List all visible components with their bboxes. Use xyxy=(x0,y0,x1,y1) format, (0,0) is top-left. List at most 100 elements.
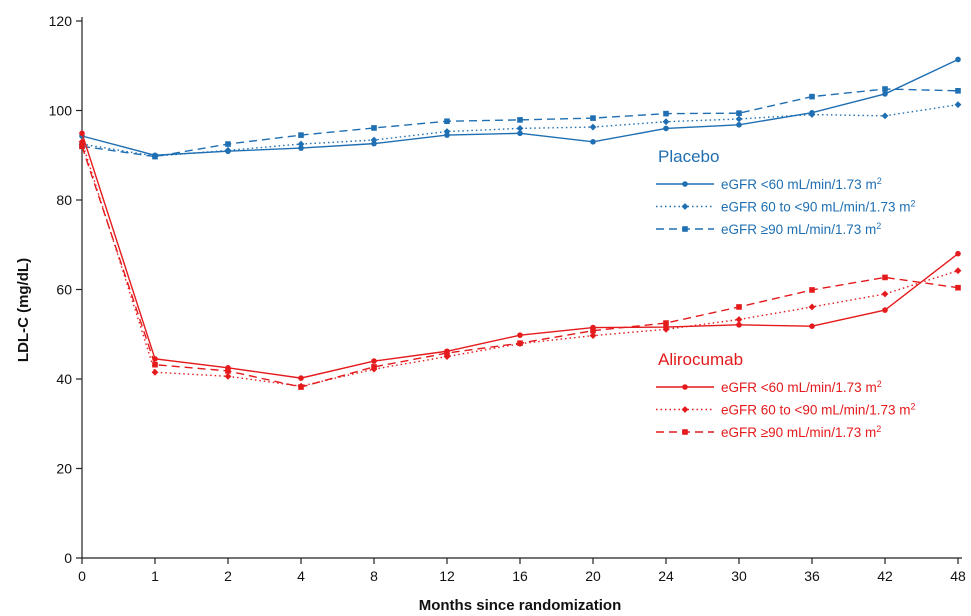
legend-marker xyxy=(682,226,688,232)
legend-label: eGFR ≥90 mL/min/1.73 m2 xyxy=(721,221,881,237)
legend-label-superscript: 2 xyxy=(877,379,882,389)
data-point xyxy=(370,136,378,144)
legend-label-superscript: 2 xyxy=(876,424,881,434)
data-point xyxy=(735,115,743,123)
legend-label: eGFR 60 to <90 mL/min/1.73 m2 xyxy=(721,199,915,215)
legend-marker xyxy=(681,406,689,413)
data-point xyxy=(955,284,961,291)
data-point xyxy=(808,111,816,118)
legend-label-text: eGFR ≥90 mL/min/1.73 m xyxy=(721,222,876,237)
data-point xyxy=(516,125,524,132)
data-point xyxy=(225,368,231,374)
data-point xyxy=(590,139,596,145)
x-tick-label: 24 xyxy=(658,568,674,584)
x-tick-label: 42 xyxy=(877,568,893,584)
data-point xyxy=(955,56,961,63)
legend-label-text: eGFR 60 to <90 mL/min/1.73 m xyxy=(721,403,910,418)
x-axis-title: Months since randomization xyxy=(419,597,622,614)
legend-label-text: eGFR ≥90 mL/min/1.73 m xyxy=(721,425,876,440)
series-alirocumab-2 xyxy=(79,143,961,390)
x-tick-label: 30 xyxy=(731,568,747,584)
series-line xyxy=(81,58,959,156)
y-axis-title: LDL-C (mg/dL) xyxy=(15,258,32,362)
data-point xyxy=(663,110,669,117)
data-point xyxy=(298,384,304,390)
data-point xyxy=(224,372,232,380)
y-tick-label: 120 xyxy=(49,13,73,29)
data-point xyxy=(371,125,377,131)
data-point xyxy=(589,332,597,339)
data-point xyxy=(882,307,888,313)
data-point xyxy=(152,361,158,368)
data-point xyxy=(736,110,742,116)
y-tick-label: 60 xyxy=(56,282,72,298)
data-point xyxy=(590,115,596,121)
data-point xyxy=(298,375,304,381)
legend-label-text: eGFR <60 mL/min/1.73 m xyxy=(721,177,877,192)
series-placebo-0 xyxy=(79,56,961,159)
y-tick-label: 100 xyxy=(49,103,73,119)
legend-title: Alirocumab xyxy=(658,350,743,369)
legend-marker xyxy=(682,181,688,187)
data-point xyxy=(736,322,742,328)
plot-area xyxy=(78,56,962,390)
x-tick-label: 12 xyxy=(439,568,455,584)
data-point xyxy=(224,146,232,154)
legend-label-superscript: 2 xyxy=(876,221,881,231)
group-alirocumab xyxy=(78,130,962,390)
x-tick-label: 20 xyxy=(585,568,601,584)
legend-label-superscript: 2 xyxy=(877,176,882,186)
data-point xyxy=(882,86,888,92)
data-point xyxy=(297,140,305,148)
data-point xyxy=(225,141,231,147)
legend-label-superscript: 2 xyxy=(910,402,915,412)
y-tick-label: 20 xyxy=(56,461,72,477)
data-point xyxy=(955,88,961,94)
y-tick-label: 0 xyxy=(64,550,72,566)
x-tick-label: 8 xyxy=(370,568,378,584)
x-tick-label: 0 xyxy=(78,568,86,584)
data-point xyxy=(589,123,597,131)
data-point xyxy=(371,364,377,370)
data-point xyxy=(808,303,816,311)
legend-label: eGFR ≥90 mL/min/1.73 m2 xyxy=(721,424,881,440)
legend-label-text: eGFR <60 mL/min/1.73 m xyxy=(721,380,877,395)
legend-label: eGFR <60 mL/min/1.73 m2 xyxy=(721,176,882,192)
series-placebo-2 xyxy=(79,86,961,160)
x-tick-label: 4 xyxy=(297,568,305,584)
data-point xyxy=(882,91,888,97)
data-point xyxy=(443,353,451,361)
data-point xyxy=(809,323,815,329)
legend-label: eGFR <60 mL/min/1.73 m2 xyxy=(721,379,882,395)
data-point xyxy=(298,132,304,138)
data-point xyxy=(954,267,962,275)
data-point xyxy=(444,132,450,138)
legend-marker xyxy=(682,384,688,390)
series-line xyxy=(81,88,959,158)
series-placebo-1 xyxy=(78,101,962,160)
data-point xyxy=(954,101,962,109)
data-point xyxy=(152,153,158,160)
data-point xyxy=(882,274,888,281)
legend-label: eGFR 60 to <90 mL/min/1.73 m2 xyxy=(721,402,915,418)
y-tick-label: 40 xyxy=(56,371,72,387)
data-point xyxy=(736,304,742,310)
data-point xyxy=(663,320,669,326)
x-tick-label: 1 xyxy=(151,568,159,584)
data-point xyxy=(298,145,304,151)
data-point xyxy=(809,93,815,100)
data-point xyxy=(517,340,523,346)
data-point xyxy=(590,327,596,334)
data-point xyxy=(444,350,450,356)
data-point xyxy=(517,130,523,137)
legend-label-superscript: 2 xyxy=(910,199,915,209)
data-point xyxy=(443,128,451,135)
data-point xyxy=(662,325,670,333)
legend-title: Placebo xyxy=(658,147,719,166)
data-point xyxy=(371,358,377,364)
